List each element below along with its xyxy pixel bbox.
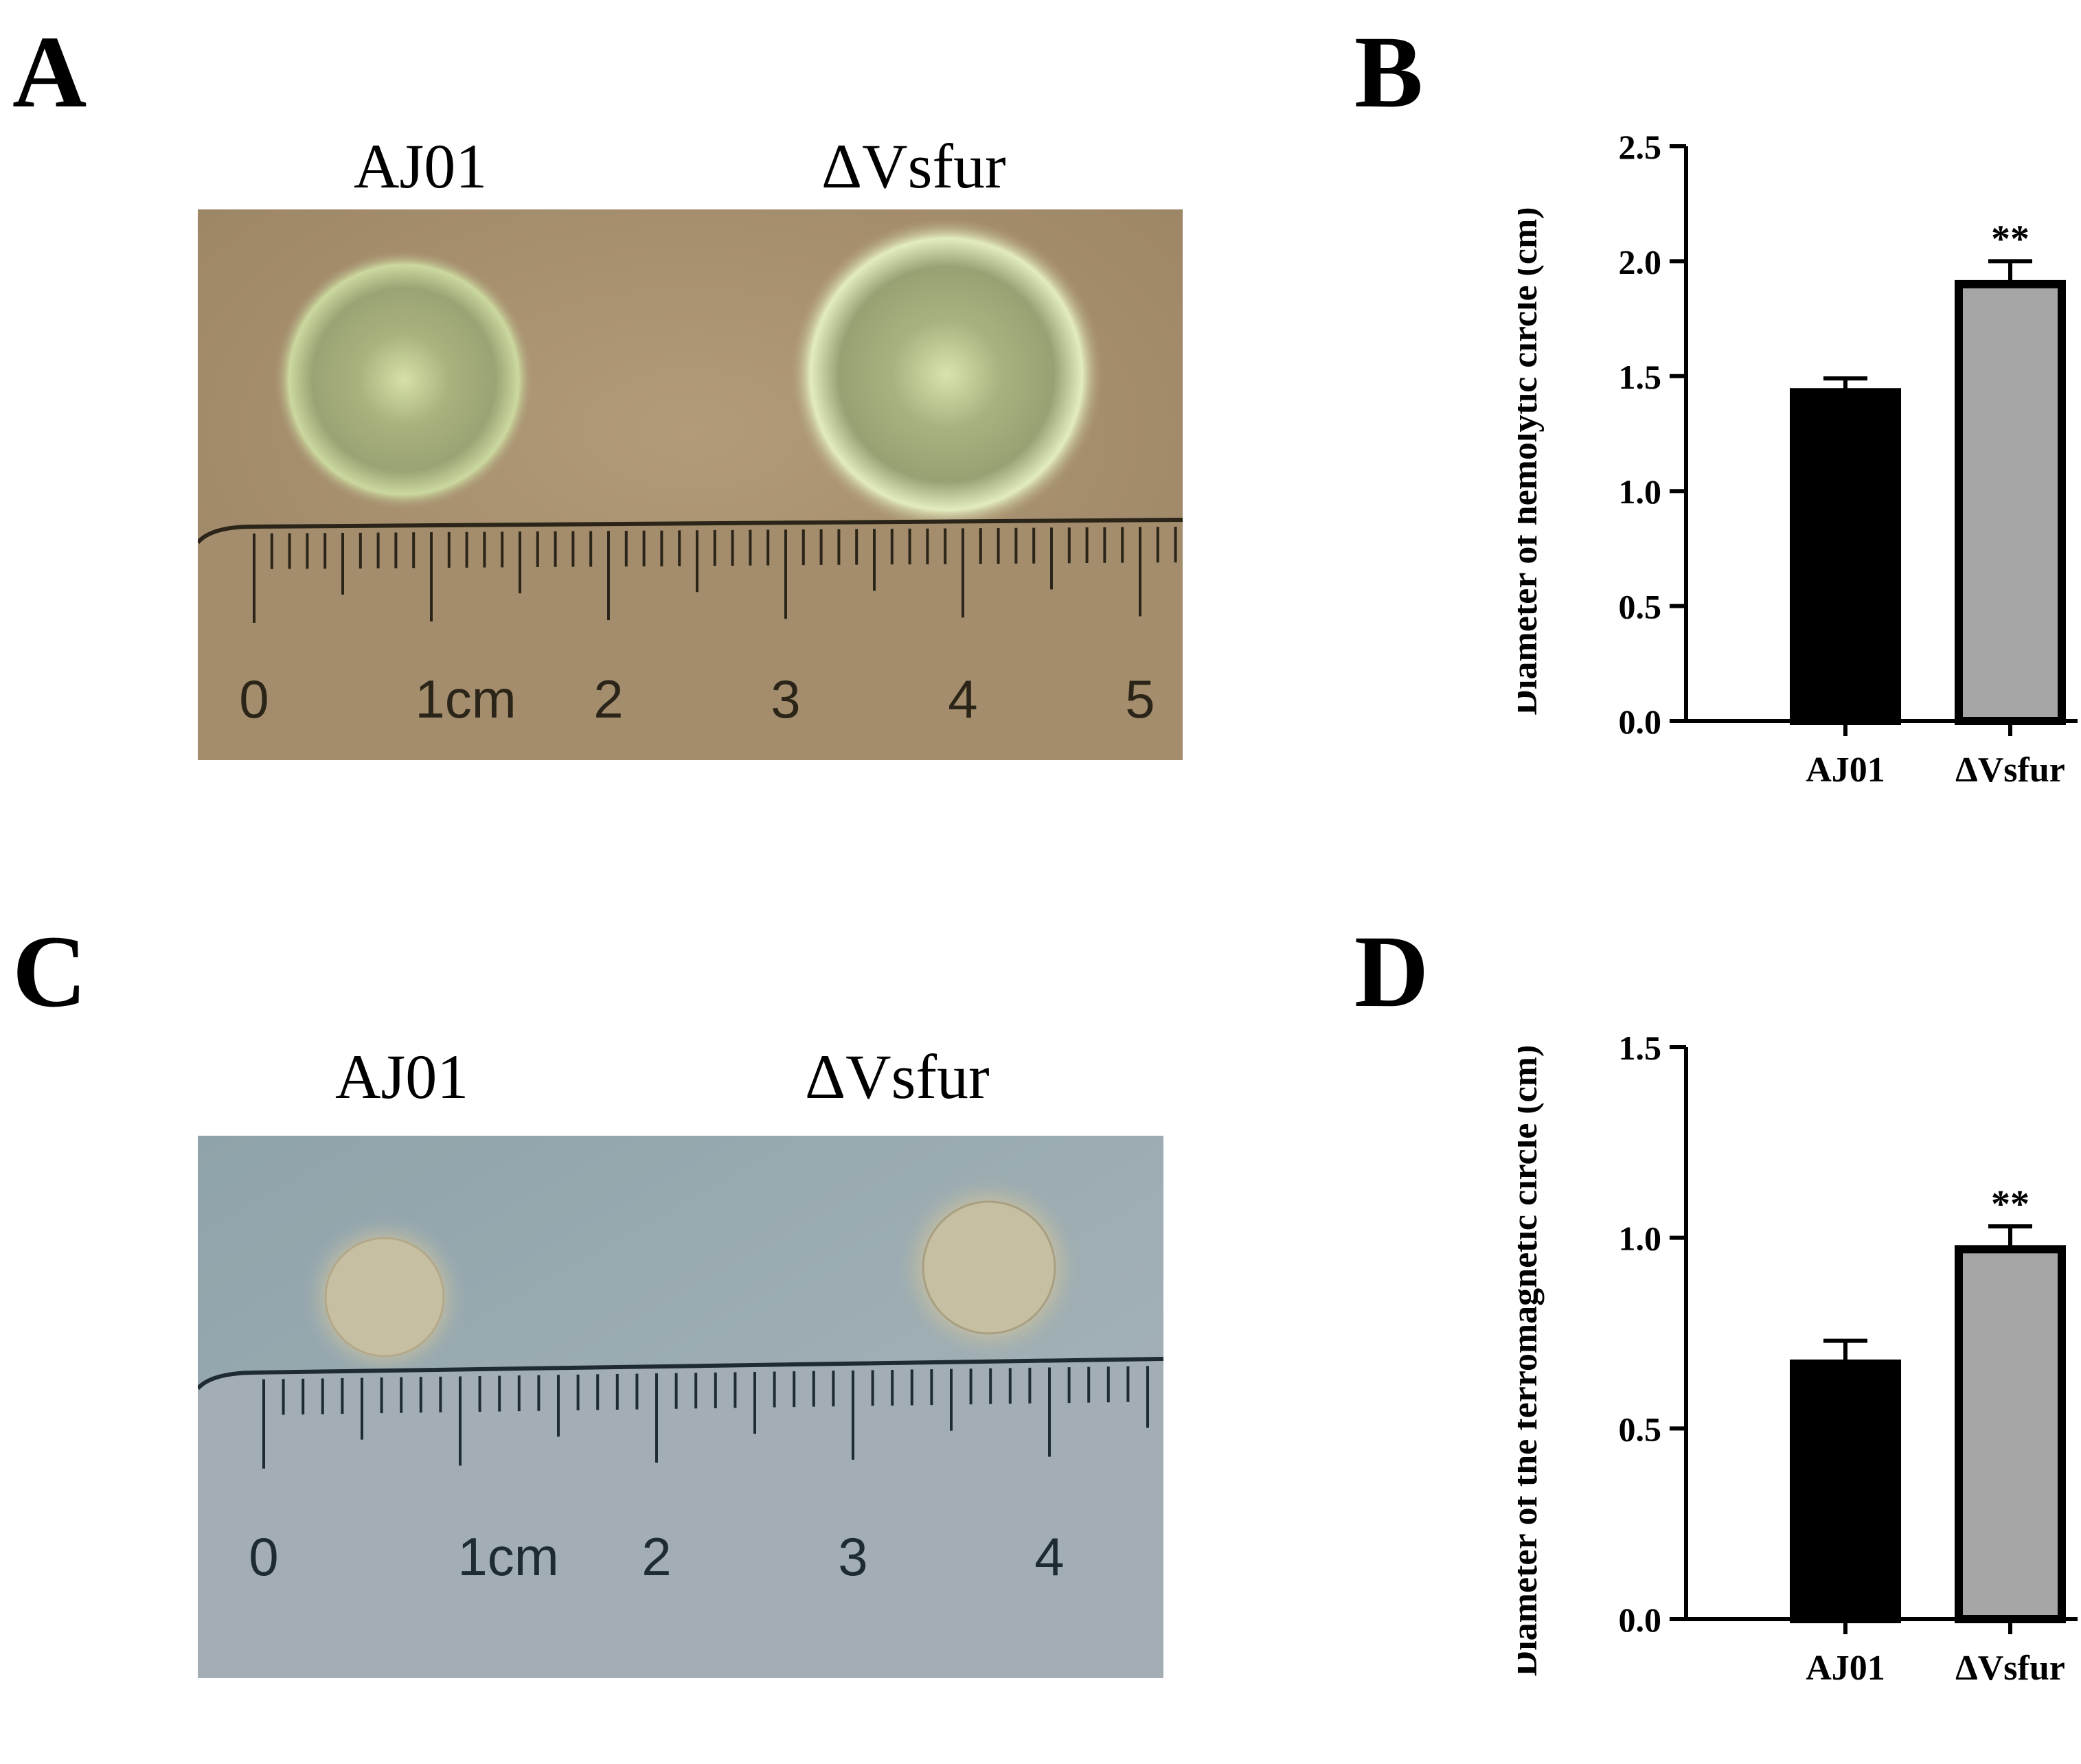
hemolysis-plate-photo: 0 1cm 2 3 4 5 (198, 209, 1183, 760)
y-tick-label: 2.5 (1619, 128, 1662, 166)
strain-label-aj01-c: AJ01 (335, 1042, 469, 1112)
ruler-label: 2 (641, 1526, 671, 1587)
ruler-edge (198, 520, 1183, 760)
ruler-label: 1cm (457, 1526, 558, 1587)
ruler-label: 0 (249, 1526, 278, 1587)
y-tick-label: 1.5 (1619, 1029, 1662, 1067)
ruler-label: 0 (239, 669, 269, 729)
y-axis-label: Diameter of the ferromagnetic circle (cm… (1518, 1045, 1545, 1677)
significance-label: ** (1991, 218, 2029, 260)
x-tick-label: AJ01 (1806, 751, 1885, 790)
y-tick-label: 0.0 (1619, 1601, 1662, 1639)
panel-letter-a: A (12, 15, 87, 129)
strain-label-vsfur-c: ΔVsfur (805, 1042, 990, 1112)
colony-vsfur (922, 1200, 1056, 1335)
ruler-edge-c (198, 1359, 1163, 1678)
bar-vsfur (1955, 279, 2066, 725)
y-tick-label: 0.5 (1619, 588, 1662, 626)
x-tick-label: ΔVsfur (1955, 1649, 2065, 1688)
y-tick-label: 0.0 (1619, 702, 1662, 741)
colony-aj01 (324, 1237, 445, 1358)
y-tick-label: 1.5 (1619, 358, 1662, 396)
siderophore-plate-photo: 0 1cm 2 3 4 (198, 1136, 1163, 1678)
ruler-label: 3 (771, 669, 800, 729)
y-tick-label: 1.0 (1619, 1219, 1662, 1258)
ruler-label: 1cm (415, 669, 516, 729)
ruler-label: 4 (1034, 1526, 1064, 1587)
hemolytic-halo-vsfur (788, 216, 1104, 532)
chart-hemolytic-circle: 0.0 0.5 1.0 1.5 2.0 2.5 Diameter of hemolytic … (1505, 103, 2081, 824)
ruler-label: 3 (838, 1526, 867, 1587)
hemolytic-halo-aj01 (273, 249, 534, 510)
ruler-label: 4 (948, 669, 977, 729)
ruler-label: 5 (1125, 669, 1155, 729)
y-tick-label: 1.0 (1619, 472, 1662, 511)
bar-vsfur (1955, 1245, 2066, 1623)
panel-letter-c: C (12, 915, 87, 1029)
panel-letter-d: D (1354, 915, 1429, 1029)
y-tick-label: 2.0 (1619, 242, 1662, 281)
ruler-label: 2 (593, 669, 623, 729)
strain-label-aj01-a: AJ01 (354, 131, 488, 201)
x-tick-label: AJ01 (1806, 1649, 1885, 1688)
y-tick-label: 0.5 (1619, 1410, 1662, 1448)
bar-aj01 (1790, 388, 1901, 725)
x-tick-label: ΔVsfur (1955, 751, 2065, 790)
strain-label-vsfur-a: ΔVsfur (821, 131, 1006, 201)
panel-letter-b: B (1354, 15, 1424, 129)
significance-label: ** (1991, 1183, 2029, 1226)
y-axis-label: Diameter of hemolytic circle (cm) (1518, 207, 1545, 715)
chart-ferromagnetic-circle: 0.0 0.5 1.0 1.5 Diameter of the ferromagneti… (1505, 1016, 2081, 1761)
bar-aj01 (1790, 1359, 1901, 1623)
